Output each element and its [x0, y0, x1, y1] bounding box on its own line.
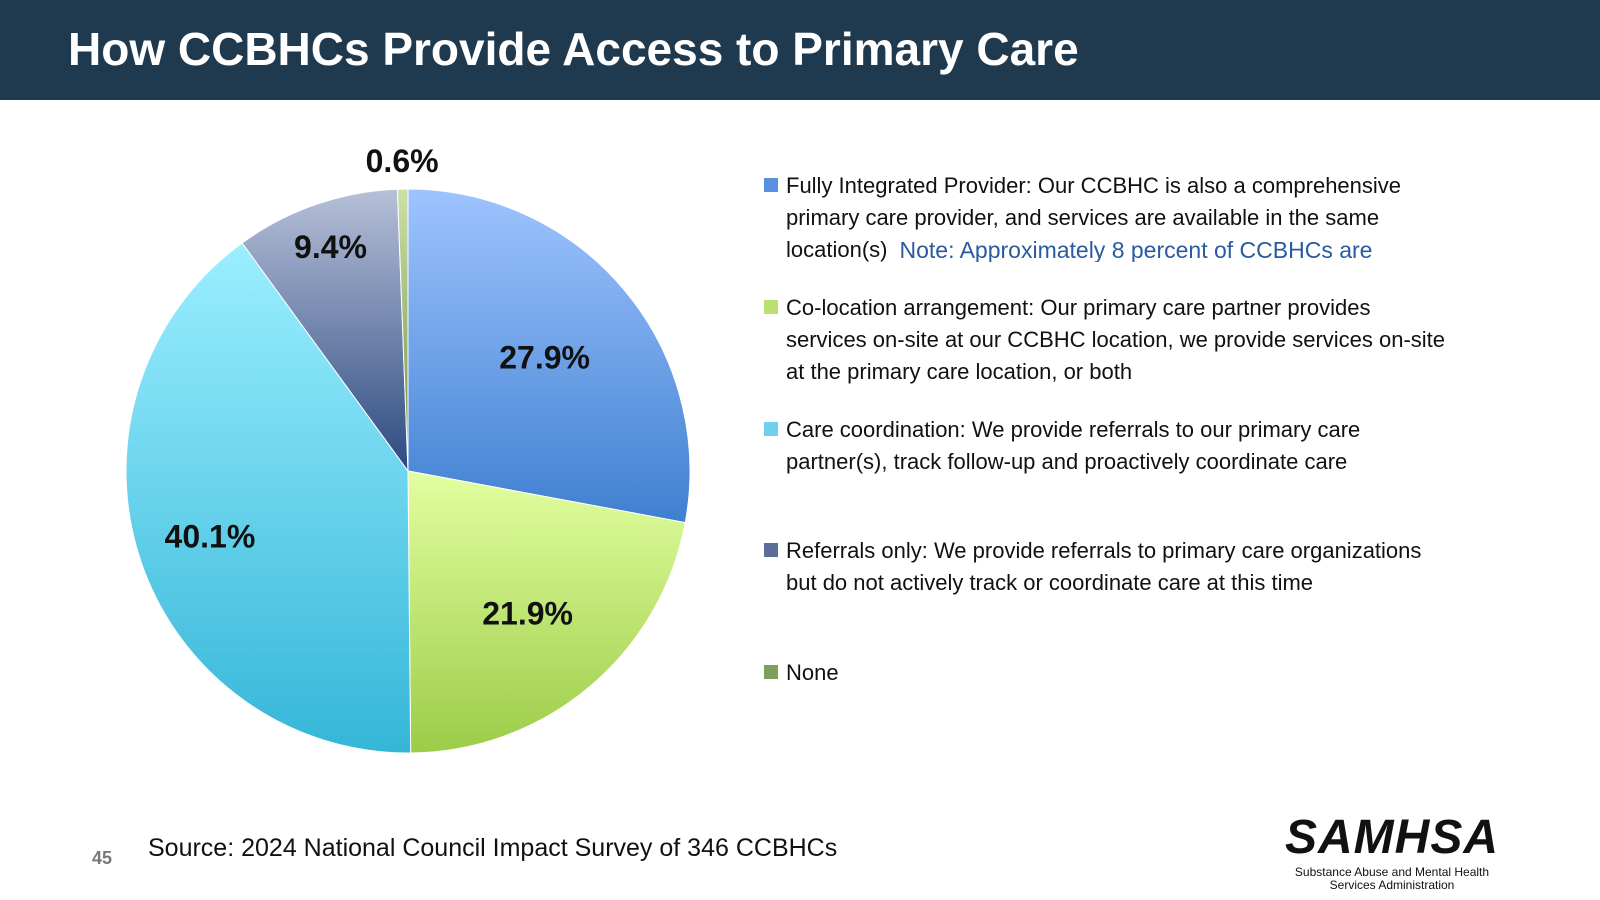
legend-label-referrals-only: Referrals only: We provide referrals to …: [786, 538, 1422, 595]
legend-label-fully-integrated: Fully Integrated Provider: Our CCBHC is …: [786, 173, 1402, 262]
slice-label-none: 0.6%: [366, 143, 439, 179]
legend-text-fully-integrated: Fully Integrated Provider: Our CCBHC is …: [786, 170, 1456, 266]
legend-item-none: None: [764, 657, 1464, 689]
pie-slice-co-location: [407, 470, 686, 754]
logo-subtitle-line1: Substance Abuse and Mental Health: [1294, 865, 1490, 879]
note-clip: Note: Approximately 8 percent of CCBHCs …: [887, 234, 1372, 262]
slide-number: 45: [92, 848, 113, 868]
pie-chart: 27.9% 21.9% 40.1% 9.4% 0.6%: [125, 143, 691, 754]
legend-swatch-none: [764, 665, 778, 679]
legend-swatch-co-location: [764, 300, 778, 314]
samhsa-logo: SAMHSA Substance Abuse and Mental Health…: [1262, 811, 1522, 896]
pie-slice-none: [396, 188, 409, 472]
legend-label-care-coordination: Care coordination: We provide referrals …: [786, 417, 1361, 474]
legend-item-fully-integrated: Fully Integrated Provider: Our CCBHC is …: [764, 170, 1464, 266]
slide-title: How CCBHCs Provide Access to Primary Car…: [68, 23, 1079, 75]
source-note: Source: 2024 National Council Impact Sur…: [148, 834, 838, 862]
pie-slice-fully-integrated: [407, 188, 691, 524]
slice-label-fully-integrated: 27.9%: [499, 339, 590, 375]
legend-label-co-location: Co-location arrangement: Our primary car…: [786, 295, 1446, 384]
slice-label-referrals-only: 9.4%: [294, 229, 367, 265]
slice-label-care-coordination: 40.1%: [165, 519, 256, 555]
note-text: Note: Approximately 8 percent of CCBHCs …: [899, 237, 1373, 262]
title-bar: How CCBHCs Provide Access to Primary Car…: [0, 0, 1600, 100]
logo-wordmark: SAMHSA: [1284, 811, 1499, 864]
pie-slice-referrals-only: [241, 188, 409, 473]
legend-swatch-referrals-only: [764, 543, 778, 557]
pie-slice-care-coordination: [125, 242, 412, 754]
slice-label-co-location: 21.9%: [482, 596, 573, 632]
legend-item-referrals-only: Referrals only: We provide referrals to …: [764, 535, 1464, 599]
logo-subtitle-line2: Services Administration: [1329, 878, 1455, 892]
legend-item-co-location: Co-location arrangement: Our primary car…: [764, 292, 1464, 388]
legend-swatch-fully-integrated: [764, 178, 778, 192]
legend-label-none: None: [786, 660, 839, 685]
logo-subtitle: Substance Abuse and Mental Health Servic…: [1262, 866, 1522, 892]
legend-swatch-care-coordination: [764, 422, 778, 436]
legend-item-care-coordination: Care coordination: We provide referrals …: [764, 414, 1464, 478]
